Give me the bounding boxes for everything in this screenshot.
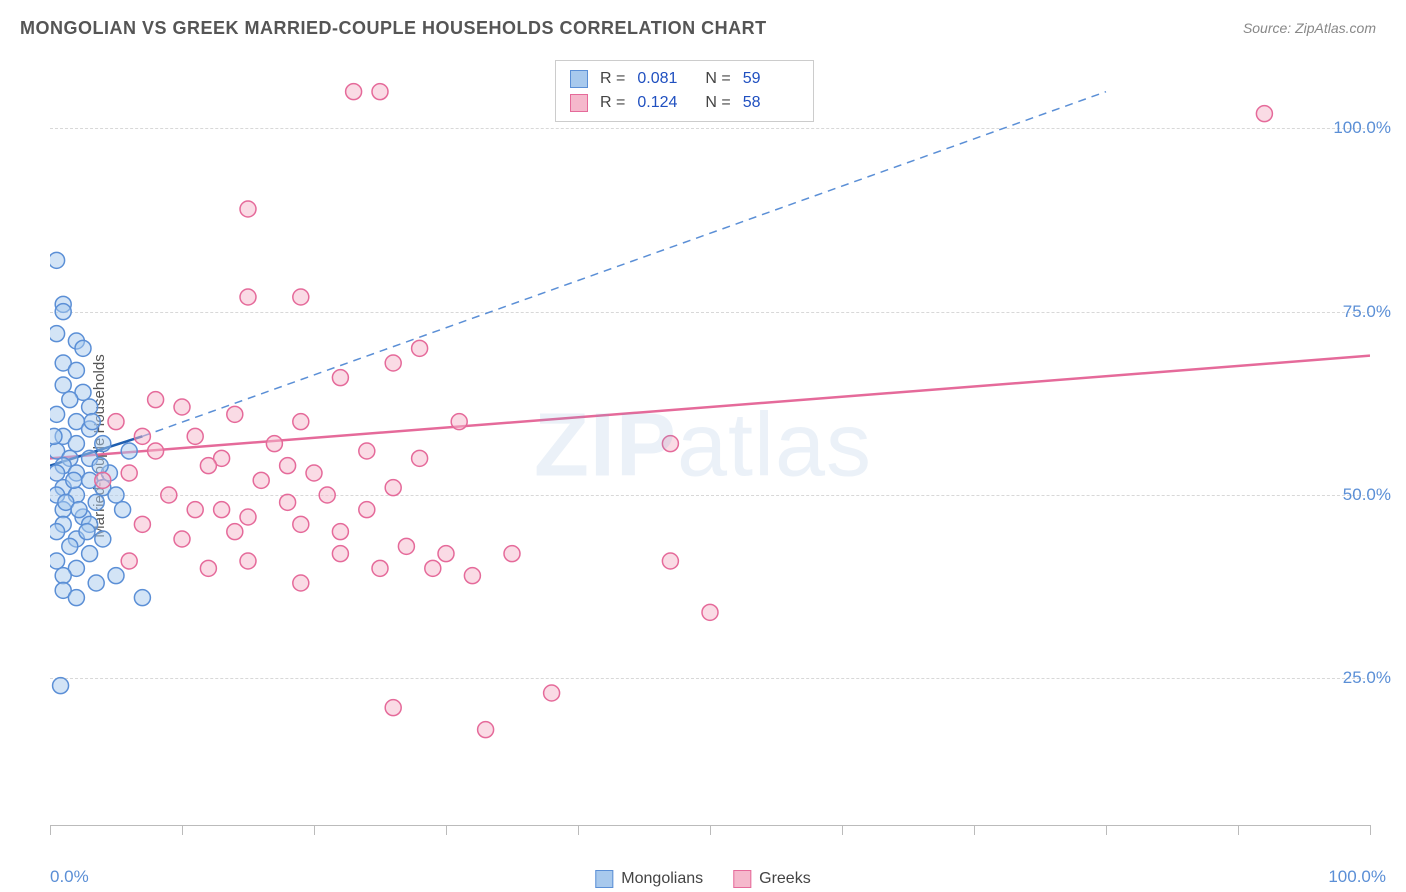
x-tick-mark xyxy=(1106,825,1107,835)
legend-stats-box: R = 0.081 N = 59 R = 0.124 N = 58 xyxy=(555,60,814,122)
x-tick-mark xyxy=(446,825,447,835)
r-label-0: R = xyxy=(600,67,625,91)
x-tick-mark xyxy=(50,825,51,835)
n-value-0: 59 xyxy=(743,67,799,91)
x-tick-mark xyxy=(842,825,843,835)
x-tick-mark xyxy=(578,825,579,835)
legend-bottom-swatch-1 xyxy=(733,870,751,888)
n-label-0: N = xyxy=(705,67,730,91)
correlation-chart: MONGOLIAN VS GREEK MARRIED-COUPLE HOUSEH… xyxy=(0,0,1406,892)
x-tick-mark xyxy=(974,825,975,835)
x-tick-0: 0.0% xyxy=(50,867,89,887)
legend-bottom-label-0: Mongolians xyxy=(621,870,703,888)
r-label-1: R = xyxy=(600,91,625,115)
r-value-0: 0.081 xyxy=(637,67,693,91)
legend-stats-row-1: R = 0.124 N = 58 xyxy=(570,91,799,115)
source-label: Source: ZipAtlas.com xyxy=(1243,20,1376,36)
legend-swatch-greeks xyxy=(570,94,588,112)
plot-svg xyxy=(50,55,1370,825)
x-tick-mark xyxy=(1238,825,1239,835)
chart-title: MONGOLIAN VS GREEK MARRIED-COUPLE HOUSEH… xyxy=(20,18,767,39)
legend-series: Mongolians Greeks xyxy=(595,870,810,888)
x-tick-100: 100.0% xyxy=(1328,867,1386,887)
x-tick-mark xyxy=(1370,825,1371,835)
r-value-1: 0.124 xyxy=(637,91,693,115)
legend-bottom-swatch-0 xyxy=(595,870,613,888)
legend-swatch-mongolians xyxy=(570,70,588,88)
x-tick-mark xyxy=(182,825,183,835)
n-label-1: N = xyxy=(705,91,730,115)
legend-bottom-label-1: Greeks xyxy=(759,870,811,888)
x-tick-mark xyxy=(314,825,315,835)
n-value-1: 58 xyxy=(743,91,799,115)
legend-item-greeks: Greeks xyxy=(733,870,811,888)
legend-item-mongolians: Mongolians xyxy=(595,870,703,888)
x-tick-mark xyxy=(710,825,711,835)
legend-stats-row-0: R = 0.081 N = 59 xyxy=(570,67,799,91)
